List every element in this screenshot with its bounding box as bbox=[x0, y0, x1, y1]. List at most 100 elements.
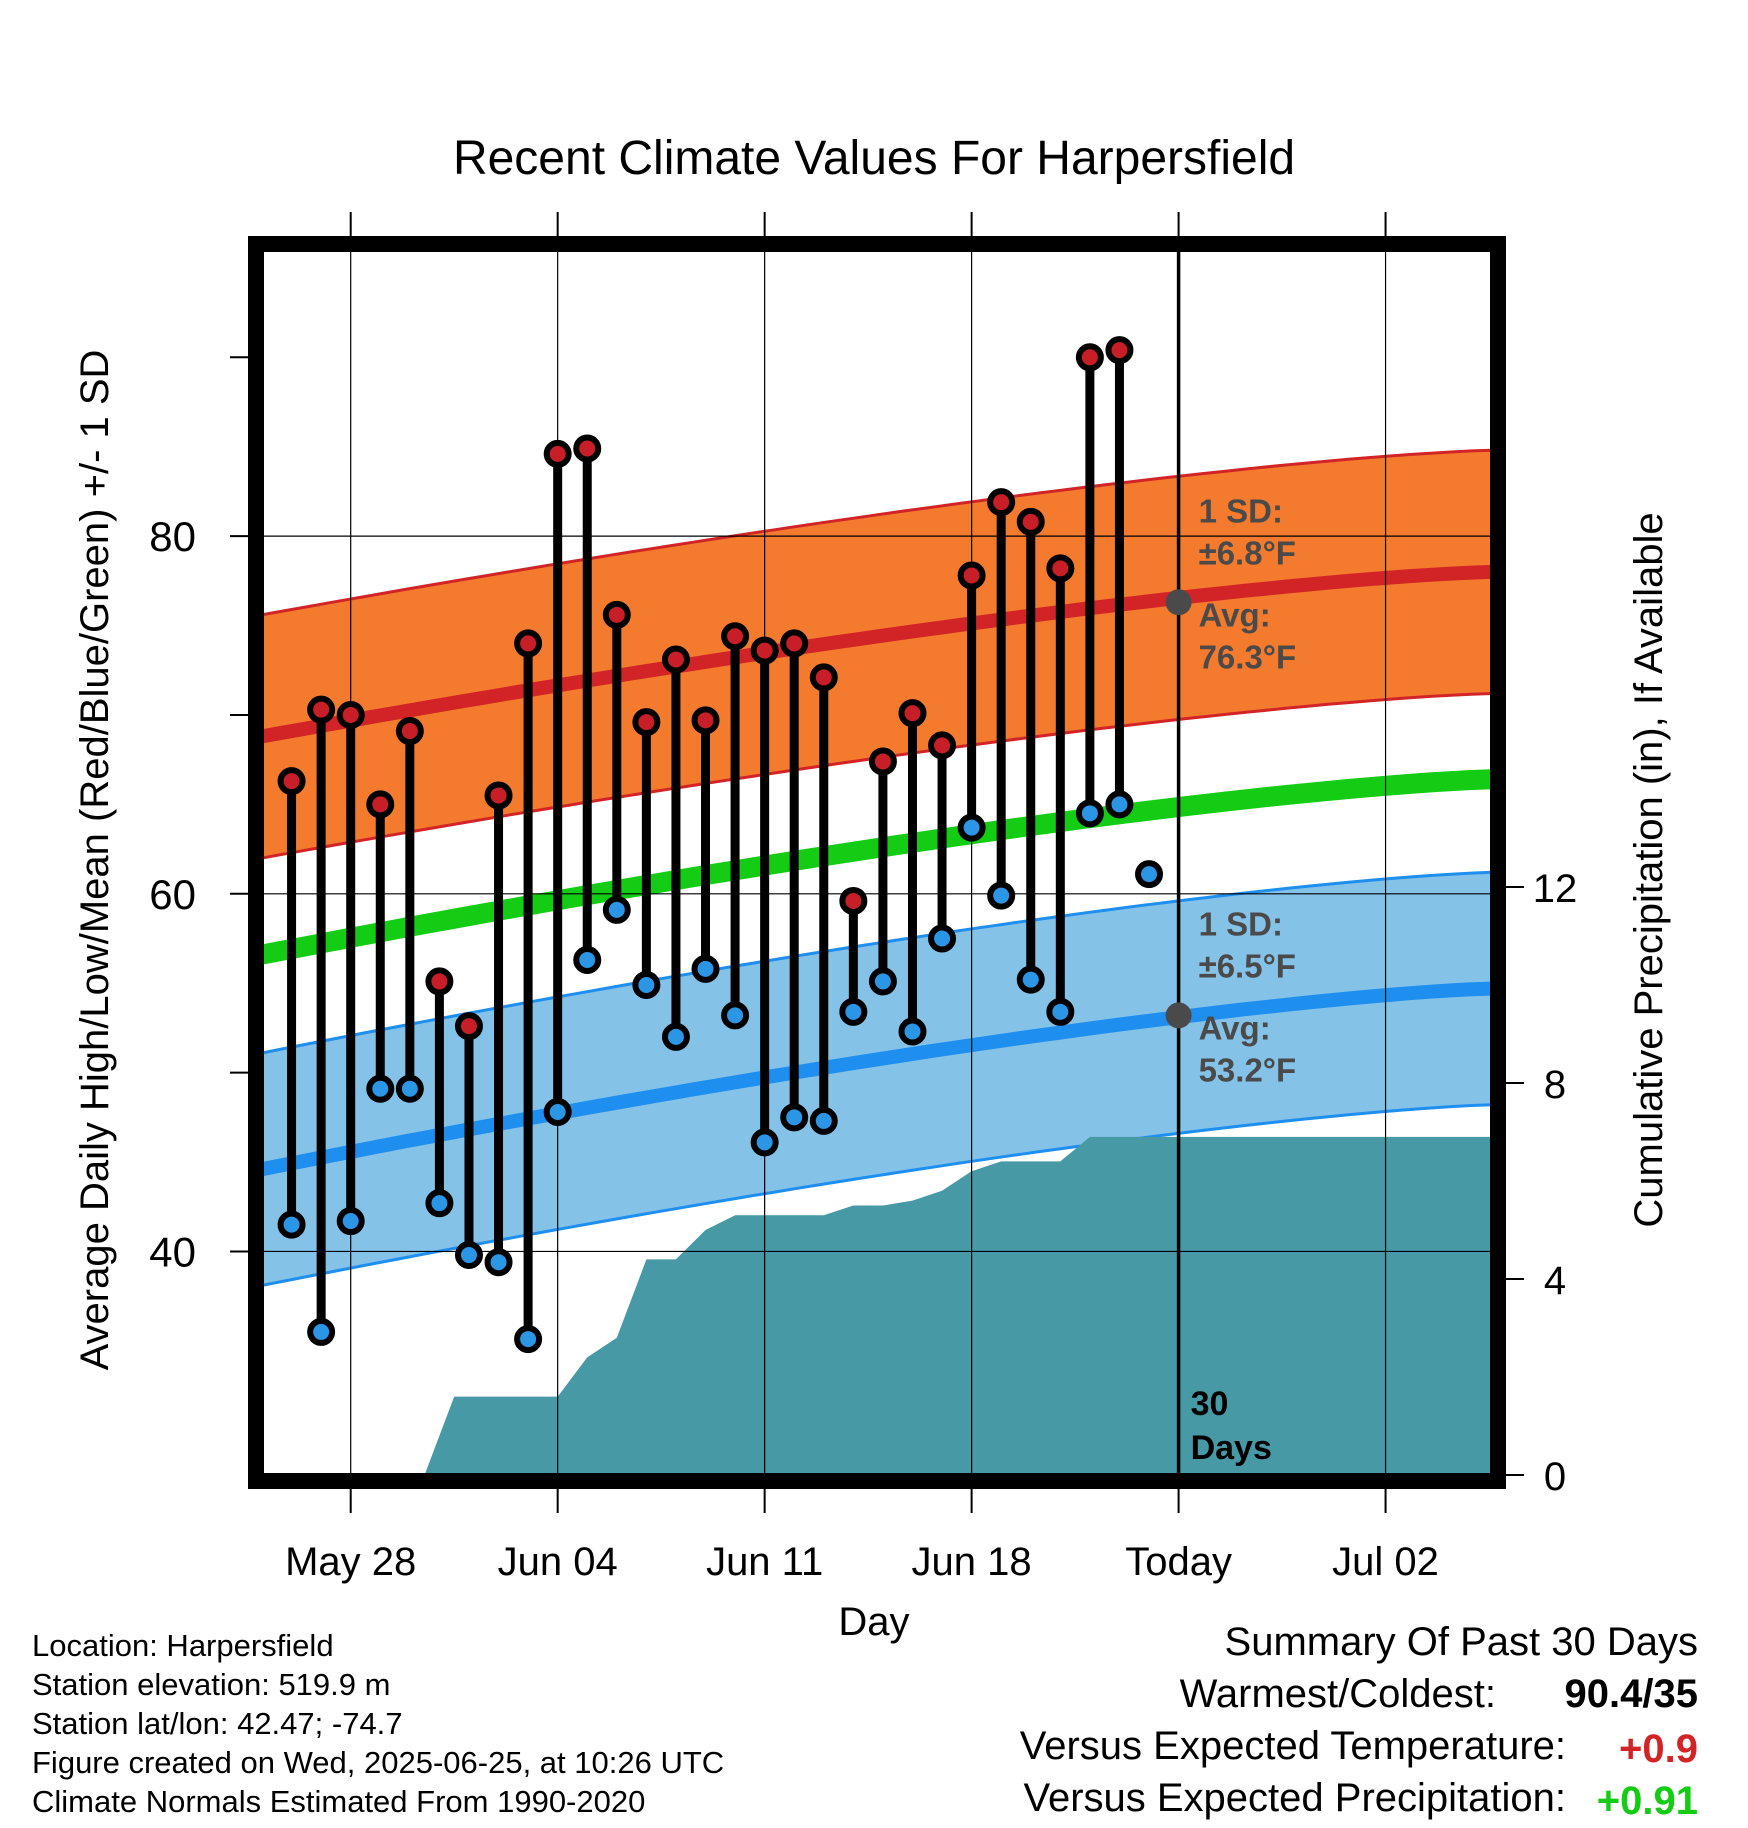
temp-value: +0.9 bbox=[1619, 1727, 1698, 1771]
daily-low-point bbox=[602, 895, 631, 924]
warm-cold-value: 90.4/35 bbox=[1564, 1672, 1698, 1716]
daily-low-point bbox=[1046, 997, 1075, 1026]
precip-value: +0.91 bbox=[1596, 1779, 1698, 1823]
daily-high-point bbox=[809, 663, 838, 692]
x-axis-label: Day bbox=[838, 1600, 909, 1644]
low-today-marker bbox=[1165, 1002, 1192, 1029]
daily-low-point bbox=[336, 1207, 365, 1236]
low-annotation-text-0: 1 SD: bbox=[1199, 905, 1283, 942]
daily-high-point bbox=[1075, 343, 1104, 372]
daily-low-point bbox=[661, 1022, 690, 1051]
daily-low-point bbox=[632, 971, 661, 999]
precip-label: Versus Expected Precipitation: bbox=[1023, 1776, 1566, 1820]
y-axis-label: Average Daily High/Low/Mean (Red/Blue/Gr… bbox=[73, 350, 117, 1371]
daily-high-point bbox=[868, 747, 897, 776]
high-annotation-text-1: ±6.8°F bbox=[1199, 534, 1296, 571]
daily-high-point bbox=[957, 561, 986, 590]
warm-cold-label: Warmest/Coldest: bbox=[1179, 1672, 1496, 1716]
daily-high-point bbox=[395, 717, 424, 746]
high-annotation-text-0: 1 SD: bbox=[1199, 492, 1283, 529]
daily-low-point bbox=[750, 1128, 779, 1157]
daily-low-point bbox=[1075, 799, 1104, 828]
daily-high-point bbox=[514, 629, 543, 658]
daily-high-point bbox=[780, 629, 809, 658]
daily-high-point bbox=[573, 434, 602, 463]
low-annotation-text-1: ±6.5°F bbox=[1199, 947, 1296, 984]
daily-low-point bbox=[425, 1189, 454, 1218]
daily-high-point bbox=[721, 622, 750, 651]
daily-low-point bbox=[395, 1074, 424, 1103]
daily-low-point bbox=[1105, 790, 1134, 819]
normals-text: Climate Normals Estimated From 1990-2020 bbox=[32, 1784, 646, 1819]
daily-low-point bbox=[957, 813, 986, 842]
daily-low-point bbox=[484, 1248, 513, 1277]
daily-high-point bbox=[928, 731, 957, 760]
daily-low-point bbox=[277, 1210, 306, 1239]
daily-high-point bbox=[750, 636, 779, 665]
daily-low-point bbox=[514, 1325, 543, 1354]
window-days-label: 30 bbox=[1191, 1385, 1229, 1423]
daily-low-point bbox=[1016, 965, 1045, 994]
daily-high-point bbox=[336, 700, 365, 729]
daily-low-point bbox=[307, 1317, 336, 1346]
x-tick-label: Today bbox=[1125, 1540, 1232, 1584]
daily-high-point bbox=[839, 886, 868, 915]
daily-high-point bbox=[632, 708, 661, 737]
created-text: Figure created on Wed, 2025-06-25, at 10… bbox=[32, 1745, 725, 1780]
x-tick-label: May 28 bbox=[285, 1540, 416, 1584]
x-tick-label: Jun 18 bbox=[912, 1540, 1032, 1584]
daily-low-point bbox=[1135, 860, 1164, 889]
daily-low-point bbox=[928, 924, 957, 953]
y-tick-label: 60 bbox=[149, 871, 196, 918]
daily-low-point bbox=[543, 1097, 572, 1126]
low-annotation-text-3: 53.2°F bbox=[1199, 1051, 1297, 1088]
daily-high-point bbox=[366, 790, 395, 819]
high-mean-line bbox=[262, 564, 1492, 744]
low-sd-band bbox=[262, 872, 1492, 1286]
daily-low-point bbox=[366, 1074, 395, 1103]
daily-low-point bbox=[573, 945, 602, 974]
window-days-label: Days bbox=[1191, 1429, 1272, 1467]
y2-tick-label: 8 bbox=[1544, 1063, 1566, 1107]
daily-high-point bbox=[1016, 507, 1045, 536]
latlon-text: Station lat/lon: 42.47; -74.7 bbox=[32, 1706, 403, 1741]
cumulative-precip-area bbox=[424, 1136, 1492, 1475]
high-today-marker bbox=[1165, 589, 1192, 616]
daily-high-point bbox=[987, 488, 1016, 517]
daily-high-point bbox=[661, 645, 690, 674]
low-annotation-text-2: Avg: bbox=[1199, 1009, 1271, 1046]
high-sd-band bbox=[262, 450, 1492, 858]
temp-label: Versus Expected Temperature: bbox=[1019, 1724, 1566, 1768]
daily-high-point bbox=[484, 781, 513, 810]
high-sd-upper-line bbox=[262, 448, 1492, 617]
daily-high-point bbox=[691, 706, 720, 735]
summary-title: Summary Of Past 30 Days bbox=[1224, 1620, 1698, 1664]
daily-low-point bbox=[898, 1017, 927, 1046]
daily-high-point bbox=[898, 699, 927, 728]
daily-low-point bbox=[691, 954, 720, 983]
daily-low-point bbox=[454, 1241, 483, 1270]
daily-low-point bbox=[839, 997, 868, 1026]
y-tick-label: 40 bbox=[149, 1228, 196, 1275]
daily-stems bbox=[277, 336, 1164, 1354]
location-text: Location: Harpersfield bbox=[32, 1628, 334, 1663]
daily-low-point bbox=[721, 1001, 750, 1030]
plot-area: 1 SD: ±6.8°F Avg: 76.3°F 1 SD: ±6.5°F Avg: 53.2… bbox=[149, 212, 1577, 1584]
daily-high-point bbox=[277, 767, 306, 796]
x-tick-label: Jun 04 bbox=[498, 1540, 618, 1584]
daily-mean-line bbox=[262, 769, 1492, 965]
x-tick-label: Jun 11 bbox=[706, 1540, 823, 1584]
daily-low-point bbox=[780, 1103, 809, 1132]
daily-high-point bbox=[1046, 554, 1075, 583]
plot-clip-group: 1 SD: ±6.8°F Avg: 76.3°F 1 SD: ±6.5°F Avg: 53.2… bbox=[262, 250, 1492, 1475]
daily-high-point bbox=[307, 695, 336, 724]
daily-high-point bbox=[543, 439, 572, 468]
elevation-text: Station elevation: 519.9 m bbox=[32, 1667, 391, 1702]
daily-low-point bbox=[987, 881, 1016, 910]
daily-high-point bbox=[454, 1012, 483, 1041]
chart-title: Recent Climate Values For Harpersfield bbox=[453, 132, 1295, 185]
y2-axis-label: Cumulative Precipitation (in), If Availa… bbox=[1627, 512, 1671, 1227]
y2-tick-label: 12 bbox=[1533, 867, 1578, 911]
x-tick-label: Jul 02 bbox=[1332, 1540, 1439, 1584]
